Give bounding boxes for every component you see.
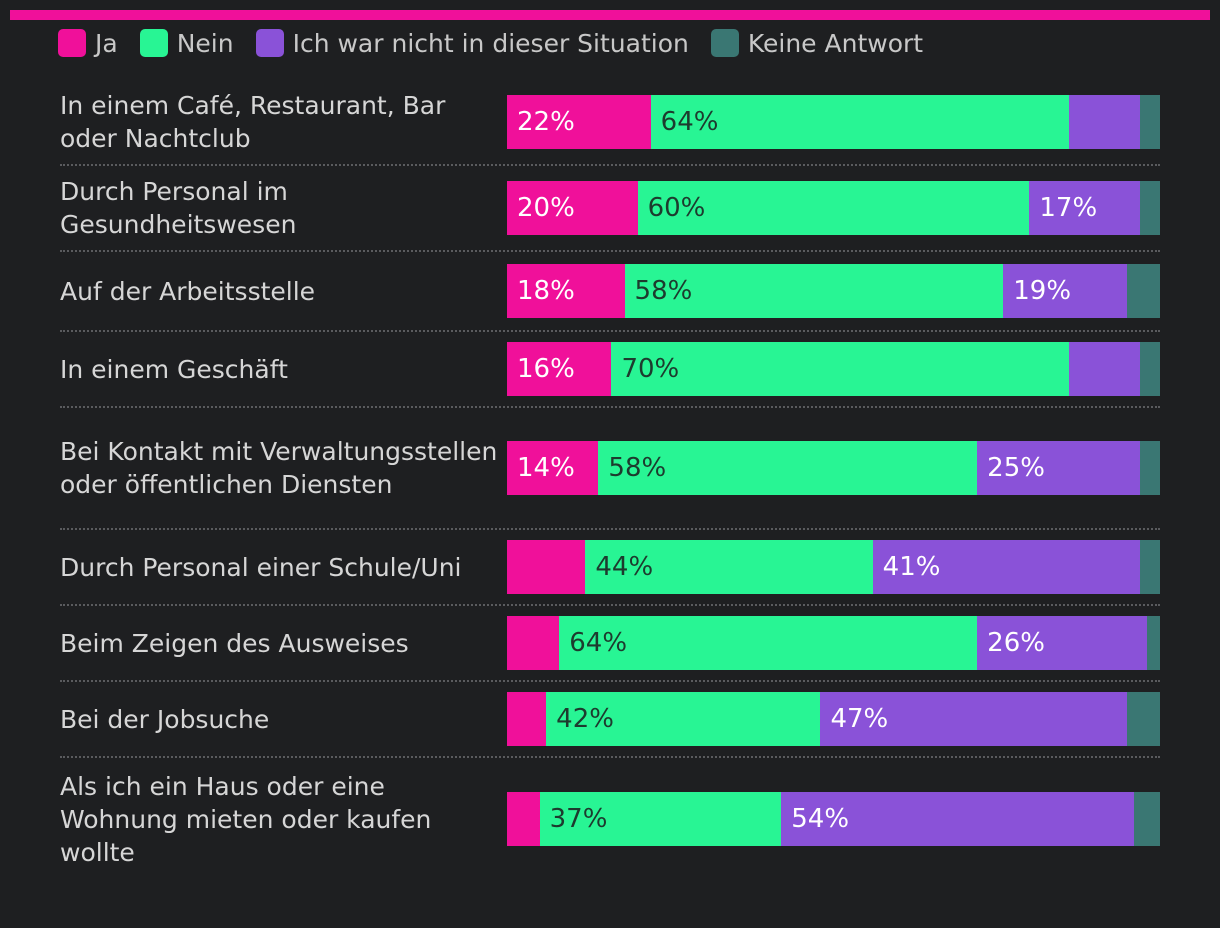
bar-segment-nicht[interactable] — [1029, 181, 1141, 235]
category-label: Bei Kontakt mit Verwaltungsstellen oder … — [60, 437, 498, 499]
data-label-nein: 64% — [569, 628, 628, 658]
legend-swatch-nicht-in-situation — [255, 29, 284, 57]
category-label: Bei der Jobsuche — [60, 704, 270, 734]
bar-segment-ja[interactable] — [507, 342, 612, 396]
accent-top-bar — [10, 10, 1210, 20]
legend-label-nicht-in-situation: Ich war nicht in dieser Situation — [292, 28, 689, 58]
row-divider — [60, 406, 1160, 408]
row-divider — [60, 164, 1160, 166]
data-label-ja: 16% — [517, 354, 575, 384]
bar-segment-ja[interactable] — [507, 181, 639, 235]
bar-segment-ja[interactable] — [507, 792, 541, 846]
bar-segment-nein[interactable] — [637, 181, 1030, 235]
bar-segment-nicht[interactable] — [977, 441, 1141, 495]
legend: Ja Nein Ich war nicht in dieser Situatio… — [58, 26, 945, 60]
category-label: Auf der Arbeitsstelle — [60, 276, 316, 306]
data-label-nein: 37% — [549, 804, 608, 834]
legend-label-ja: Ja — [95, 28, 118, 58]
data-label-nicht: 41% — [882, 552, 941, 582]
legend-swatch-nein — [139, 29, 168, 57]
bar-segment-keine[interactable] — [1140, 342, 1161, 396]
bar-segment-nein[interactable] — [546, 692, 821, 746]
bar-segment-nicht[interactable] — [1068, 342, 1141, 396]
bar-segment-nein[interactable] — [624, 264, 1004, 318]
category-label: Durch Personal einer Schule/Uni — [60, 552, 462, 582]
legend-item-keine-antwort[interactable]: Keine Antwort — [710, 28, 924, 58]
legend-item-ja[interactable]: Ja — [58, 29, 118, 58]
category-label: In einem Geschäft — [60, 354, 288, 384]
bar-segment-keine[interactable] — [1146, 616, 1161, 670]
bar-segment-nein[interactable] — [611, 342, 1070, 396]
data-label-ja: 20% — [517, 193, 575, 223]
legend-swatch-ja — [58, 29, 86, 57]
row-divider — [60, 330, 1160, 332]
bar-segment-ja[interactable] — [507, 540, 586, 594]
data-label-nein: 44% — [595, 552, 654, 582]
legend-label-nein: Nein — [176, 28, 234, 58]
bar-segment-nicht[interactable] — [977, 616, 1148, 670]
bar-segment-nicht[interactable] — [1003, 264, 1128, 318]
bar-segment-nein[interactable] — [650, 95, 1070, 149]
bar-segment-nicht[interactable] — [820, 692, 1128, 746]
data-label-nein: 58% — [608, 453, 667, 483]
bar-segment-keine[interactable] — [1127, 692, 1161, 746]
legend-label-keine-antwort: Keine Antwort — [747, 28, 924, 58]
category-label: Durch Personal im Gesundheitswesen — [60, 177, 297, 239]
legend-swatch-keine-antwort — [710, 29, 739, 57]
bar-segment-keine[interactable] — [1133, 792, 1161, 846]
data-label-ja: 22% — [517, 107, 575, 137]
data-label-nicht: 25% — [987, 453, 1045, 483]
bar-segment-ja[interactable] — [507, 264, 626, 318]
row-divider — [60, 680, 1160, 682]
bar-segment-ja[interactable] — [507, 616, 560, 670]
data-label-nein: 42% — [556, 704, 614, 734]
bar-segment-nein[interactable] — [559, 616, 978, 670]
data-label-nein: 60% — [647, 193, 706, 223]
data-label-nein: 70% — [621, 354, 680, 384]
row-divider — [60, 528, 1160, 530]
bar-segment-ja[interactable] — [507, 692, 547, 746]
data-label-nicht: 47% — [830, 704, 889, 734]
bar-segment-keine[interactable] — [1140, 540, 1161, 594]
category-label: Als ich ein Haus oder eine Wohnung miete… — [60, 771, 432, 867]
bar-segment-nicht[interactable] — [1068, 95, 1141, 149]
row-divider — [60, 250, 1160, 252]
data-label-nicht: 26% — [987, 628, 1045, 658]
bar-segment-keine[interactable] — [1127, 264, 1161, 318]
row-divider — [60, 756, 1160, 758]
bar-segment-keine[interactable] — [1140, 95, 1161, 149]
data-label-nicht: 19% — [1013, 276, 1072, 306]
bar-segment-nein[interactable] — [598, 441, 978, 495]
row-divider — [60, 604, 1160, 606]
data-label-nicht: 54% — [791, 804, 850, 834]
bar-segment-keine[interactable] — [1140, 181, 1161, 235]
bar-segment-nein[interactable] — [585, 540, 874, 594]
bar-segment-nicht[interactable] — [781, 792, 1135, 846]
data-label-ja: 14% — [517, 453, 575, 483]
category-label: In einem Café, Restaurant, Bar oder Nach… — [60, 91, 446, 153]
legend-item-nicht-in-situation[interactable]: Ich war nicht in dieser Situation — [255, 28, 689, 58]
legend-item-nein[interactable]: Nein — [139, 28, 234, 58]
data-label-ja: 18% — [517, 276, 575, 306]
category-label: Beim Zeigen des Ausweises — [60, 628, 409, 658]
bar-segment-nein[interactable] — [539, 792, 782, 846]
data-label-nein: 64% — [660, 107, 719, 137]
bar-segment-ja[interactable] — [507, 441, 599, 495]
data-label-nicht: 17% — [1039, 193, 1098, 223]
bar-segment-keine[interactable] — [1140, 441, 1161, 495]
bar-segment-ja[interactable] — [507, 95, 652, 149]
data-label-nein: 58% — [634, 276, 693, 306]
bar-segment-nicht[interactable] — [872, 540, 1141, 594]
